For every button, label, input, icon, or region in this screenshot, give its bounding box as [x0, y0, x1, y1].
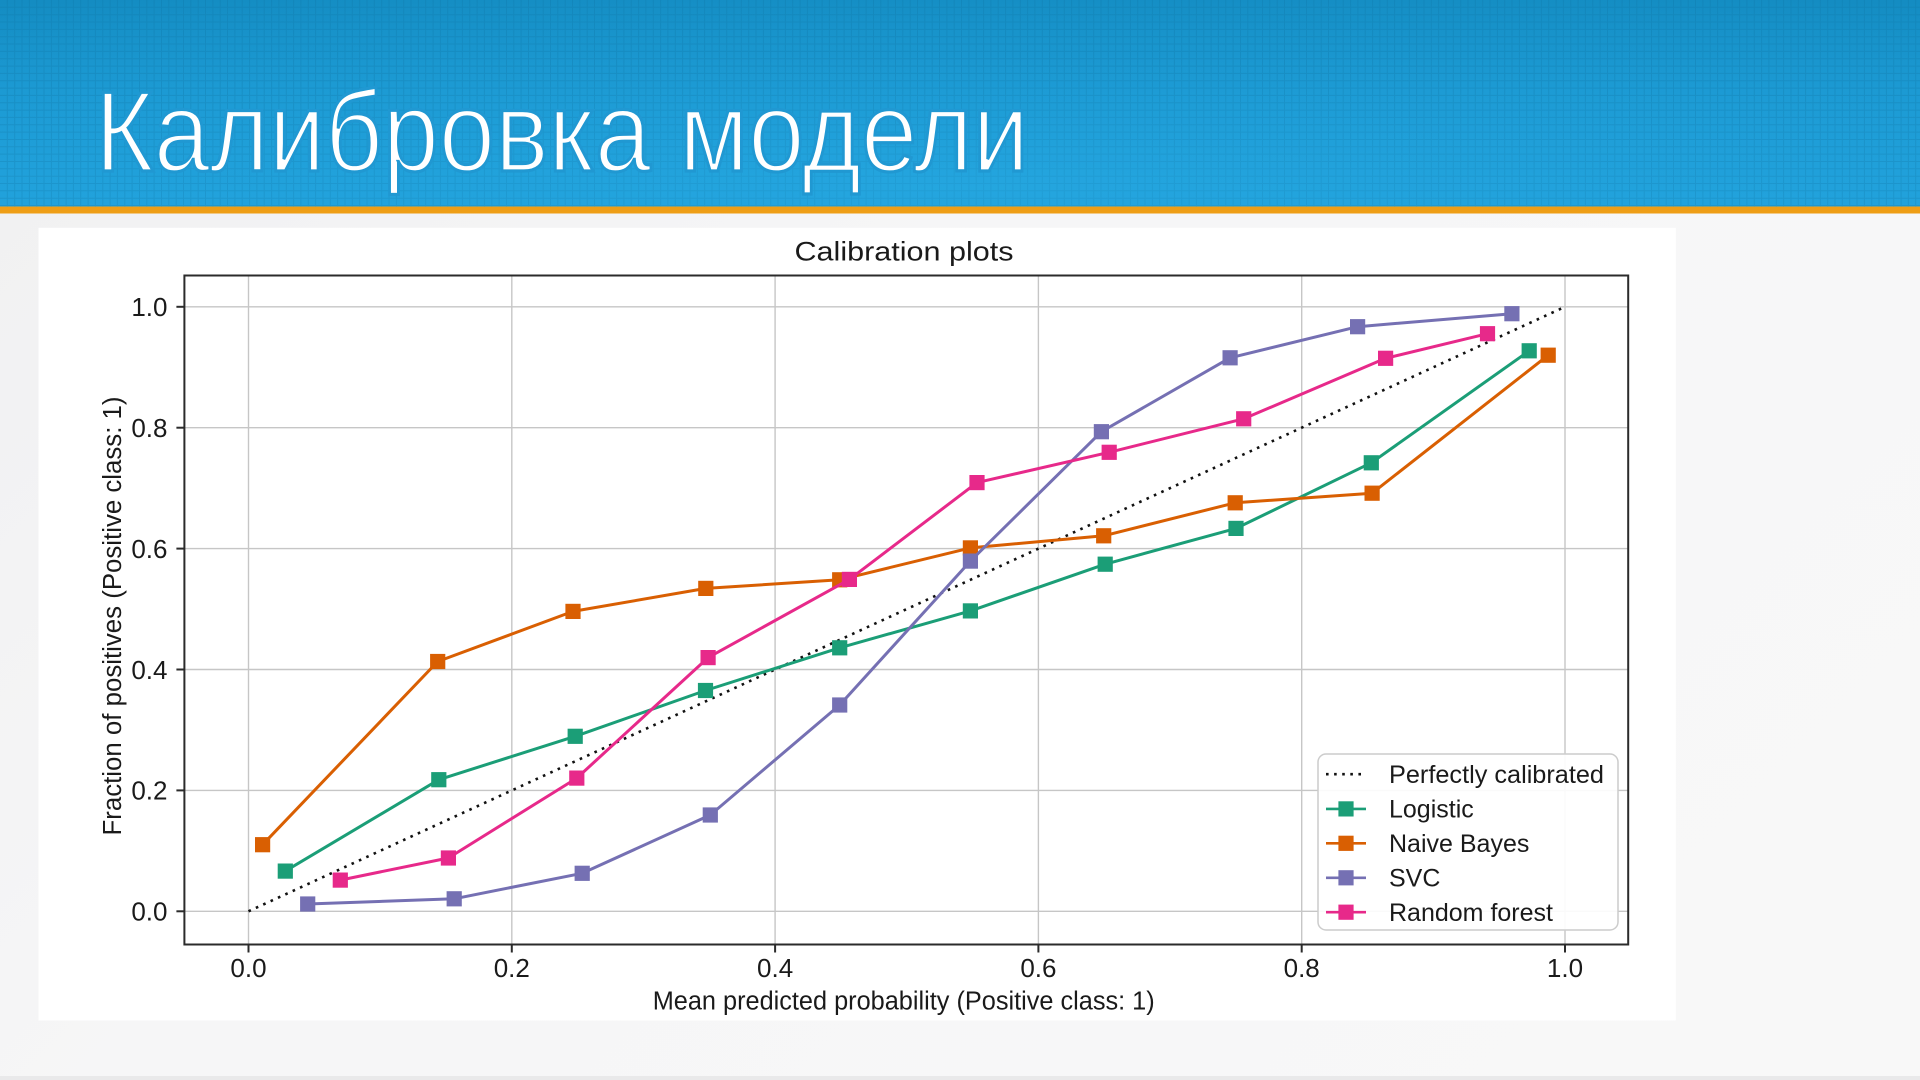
svg-text:0.6: 0.6: [1020, 953, 1056, 983]
svg-text:0.2: 0.2: [494, 953, 530, 983]
svg-text:Naive Bayes: Naive Bayes: [1389, 830, 1529, 858]
svg-text:0.2: 0.2: [131, 776, 167, 806]
svg-text:Logistic: Logistic: [1389, 796, 1474, 824]
svg-text:SVC: SVC: [1389, 865, 1440, 893]
svg-text:0.4: 0.4: [131, 655, 167, 685]
svg-text:1.0: 1.0: [1547, 953, 1583, 983]
svg-text:0.0: 0.0: [131, 897, 167, 927]
svg-text:0.0: 0.0: [230, 953, 266, 983]
svg-text:Fraction of positives (Positiv: Fraction of positives (Positive class: 1…: [99, 397, 127, 836]
svg-text:0.6: 0.6: [131, 534, 167, 564]
svg-text:0.4: 0.4: [757, 953, 793, 983]
svg-text:Калибровка модели: Калибровка модели: [95, 69, 1029, 196]
svg-text:0.8: 0.8: [1284, 953, 1320, 983]
svg-text:Calibration plots: Calibration plots: [795, 237, 1014, 267]
svg-text:Random forest: Random forest: [1389, 899, 1553, 927]
svg-text:1.0: 1.0: [131, 292, 167, 322]
svg-text:0.8: 0.8: [131, 413, 167, 443]
svg-text:Perfectly calibrated: Perfectly calibrated: [1389, 761, 1604, 789]
svg-text:Mean predicted probability (Po: Mean predicted probability (Positive cla…: [653, 988, 1155, 1016]
